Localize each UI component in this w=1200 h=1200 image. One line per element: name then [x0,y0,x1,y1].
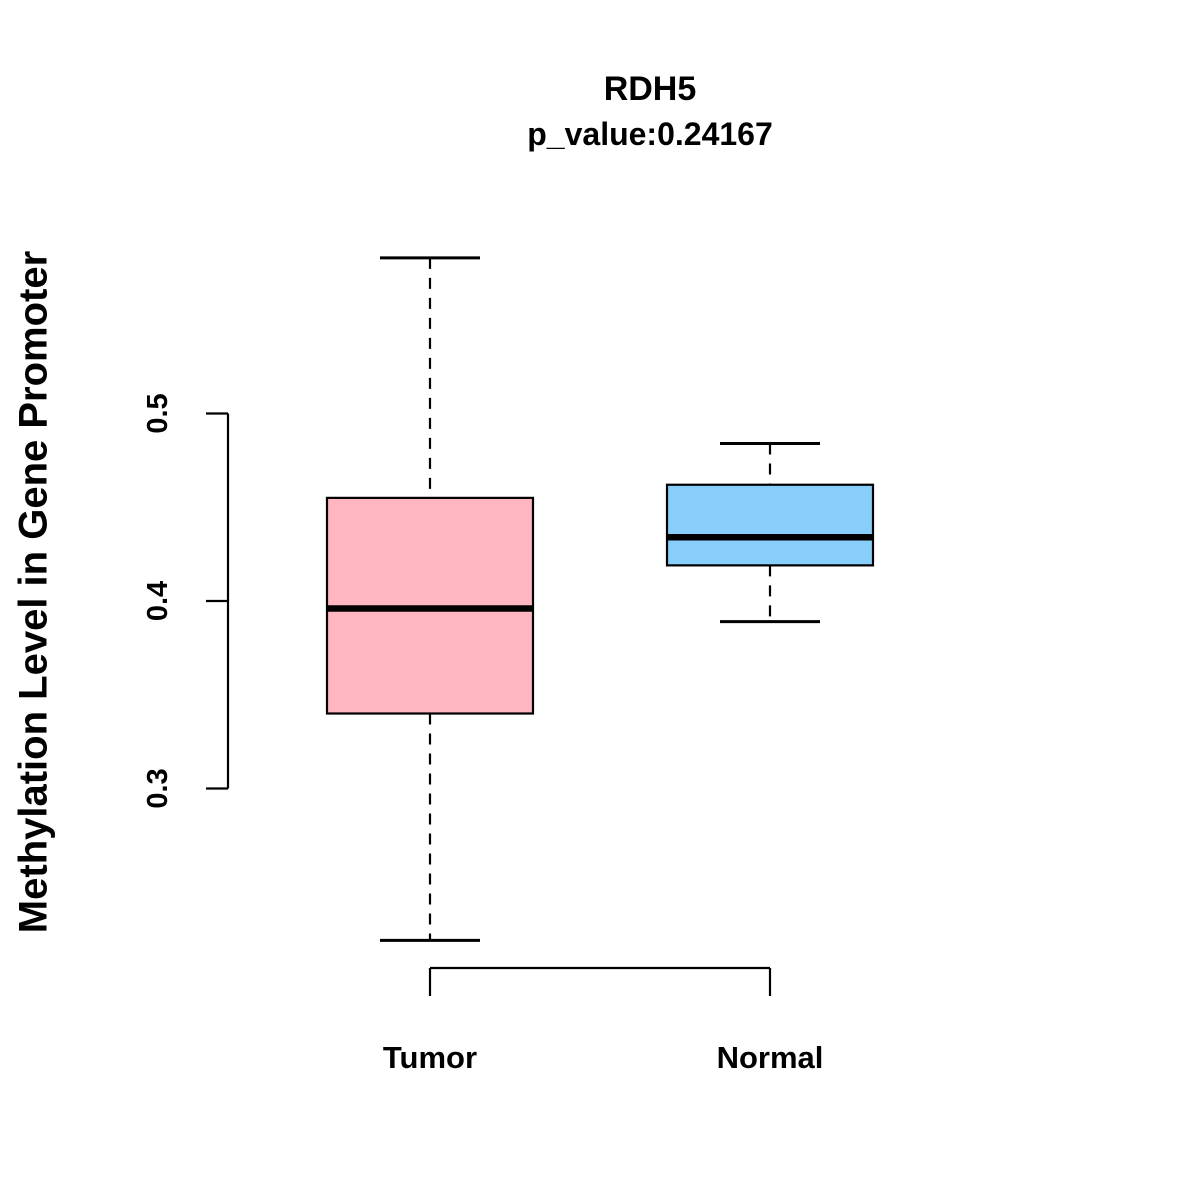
y-tick-label: 0.4 [142,581,174,621]
y-tick-label: 0.3 [142,768,174,808]
chart-title: RDH5 [603,70,697,108]
x-category-label-normal: Normal [717,1040,824,1075]
x-category-label-tumor: Tumor [383,1040,477,1075]
y-tick-label: 0.5 [142,393,174,433]
box-normal [665,483,875,567]
chart-subtitle: p_value:0.24167 [527,116,773,152]
